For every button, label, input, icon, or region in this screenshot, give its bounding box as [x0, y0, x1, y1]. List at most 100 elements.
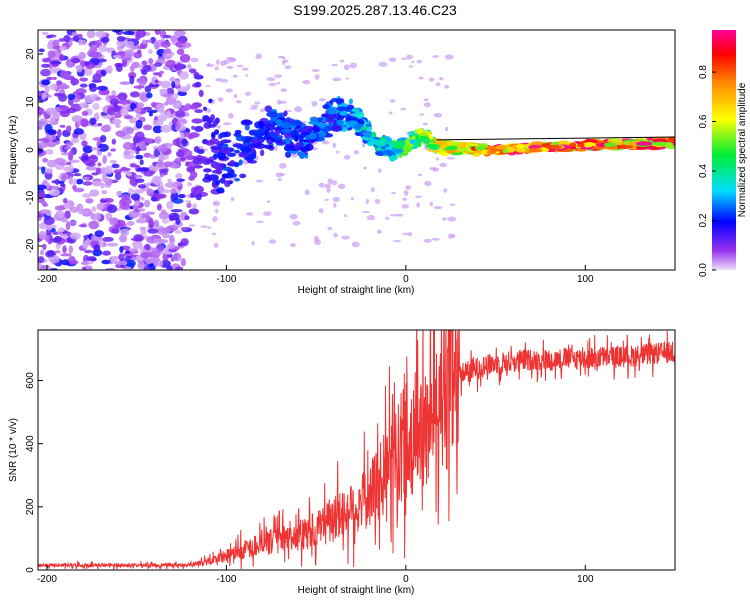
spectrogram-blob [302, 80, 310, 84]
spectrogram-blob [314, 239, 321, 245]
x-tick-label: -200 [37, 574, 57, 585]
spectrogram-blob [120, 108, 128, 116]
spectrogram-blob [82, 267, 87, 270]
spectrogram-blob [319, 98, 326, 101]
colorbar-tick-label: 0.2 [698, 213, 709, 227]
spectrogram-blob [434, 206, 443, 209]
spectrogram-blob [190, 58, 198, 62]
spectrogram-blob [418, 174, 422, 176]
spectrogram-blob [42, 244, 46, 250]
spectrogram-blob [179, 39, 187, 43]
spectrogram-blob [42, 58, 52, 62]
spectrogram-blob [436, 82, 441, 86]
spectrogram-blob [174, 30, 186, 36]
spectrogram-blob [163, 48, 171, 54]
spectrogram-blob [49, 189, 60, 196]
spectrogram-blob [171, 93, 178, 99]
spectrogram-blob [138, 184, 146, 188]
spectrogram-blob [377, 230, 382, 234]
spectrogram-blob [452, 234, 455, 238]
spectrogram-blob [290, 214, 298, 220]
y-tick-label: -20 [25, 238, 36, 253]
spectrogram-blob [169, 77, 175, 82]
spectrogram-blob [668, 137, 678, 141]
spectrogram-blob [577, 143, 585, 147]
spectrogram-blob [47, 250, 54, 257]
spectrogram-blob [263, 211, 272, 216]
spectrogram-blob [120, 229, 129, 237]
spectrogram-blob [215, 209, 218, 214]
spectrogram-blob [604, 143, 616, 147]
spectrogram-blob [89, 155, 98, 164]
spectrogram-blob [408, 232, 412, 236]
spectrogram-blob [417, 60, 423, 64]
spectrogram-blob [57, 129, 62, 137]
spectrogram-blob [173, 253, 181, 262]
spectrogram-blob [215, 78, 222, 81]
spectrogram-blob [125, 50, 134, 57]
spectrogram-blob [153, 179, 161, 185]
spectrogram-blob [187, 156, 193, 160]
spectrogram-blob [101, 115, 112, 118]
spectrogram-blob [105, 166, 113, 175]
spectrogram-blob [195, 82, 202, 88]
spectrogram-blob [63, 35, 70, 43]
spectrogram-blob [403, 144, 412, 152]
spectrogram-blob [242, 67, 249, 70]
spectrogram-blob [151, 102, 157, 107]
spectrogram-blob [363, 167, 367, 170]
spectrogram-blob [409, 65, 413, 67]
spectrogram-blob [404, 190, 409, 196]
snr-y-ticks: 0200400600 [25, 372, 43, 573]
spectrogram-blob [129, 248, 138, 252]
spectrogram-blob [375, 139, 387, 146]
spectrogram-blob [246, 212, 253, 215]
snr-x-ticks: -200-1000100 [37, 565, 594, 585]
spectrogram-blob [70, 233, 81, 240]
spectrogram-blob [339, 111, 348, 116]
spectrogram-blob [158, 260, 164, 267]
y-tick-label: 20 [25, 48, 36, 60]
spectrogram-blob [115, 172, 121, 180]
spectrogram-blob [76, 179, 83, 185]
snr-panel: -200-1000100 0200400600 Height of straig… [8, 221, 675, 596]
spectrogram-blob [91, 206, 96, 211]
spectrogram-blob [129, 75, 134, 84]
spectrogram-blob [161, 81, 171, 89]
spectrogram-blob [162, 233, 170, 238]
spectrogram-blob [130, 91, 140, 97]
spectrogram-blob [79, 78, 88, 82]
spectrogram-blob [136, 113, 142, 119]
spectrogram-blob [226, 66, 233, 69]
spectrogram-blob [191, 187, 197, 193]
spectrogram-blob [439, 163, 447, 167]
spectrogram-blob [401, 204, 409, 208]
spectrogram-blob [193, 72, 199, 77]
spectrogram-blob [161, 227, 171, 233]
spectrogram-blob [315, 74, 320, 80]
spectrogram-blob [71, 32, 78, 36]
spectrogram-blob [89, 189, 99, 196]
spectrogram-blob [174, 158, 181, 165]
spectrogram-blob [434, 113, 442, 118]
spectrogram-blob [444, 85, 449, 89]
spectrogram-blob [47, 227, 52, 230]
spectrogram-blob [193, 158, 204, 165]
spectrogram-blob [228, 113, 234, 119]
spectrogram-blob [100, 70, 106, 76]
spectrogram-blob [274, 145, 277, 151]
spectrogram-blob [49, 84, 57, 90]
spectrogram-blob [268, 83, 276, 86]
spectrogram-blob [58, 46, 67, 50]
spectrogram-blob [166, 110, 171, 119]
spectrogram-blob [346, 78, 350, 80]
spectrogram-blob [284, 146, 291, 151]
spectrogram-blob [122, 126, 134, 134]
spectrogram-blob [392, 149, 404, 153]
spectrogram-blob [93, 245, 100, 252]
spectrogram-blob [176, 63, 182, 71]
spectrogram-ylabel: Frequency (Hz) [8, 116, 19, 185]
spectrogram-blob [87, 256, 97, 261]
spectrogram-blob [70, 78, 79, 85]
spectrogram-blob [107, 243, 119, 247]
